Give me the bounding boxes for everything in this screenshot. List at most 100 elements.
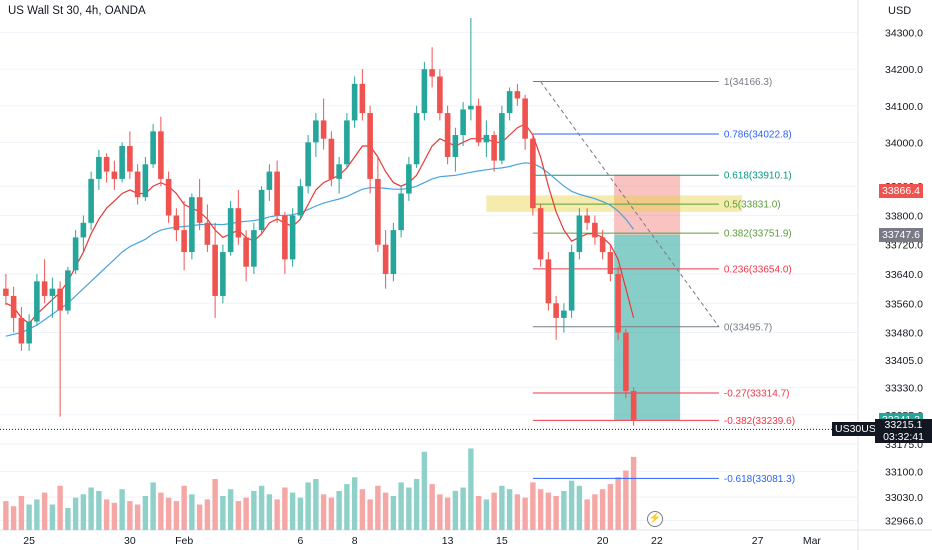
candle-body xyxy=(429,69,435,77)
candle xyxy=(398,186,404,238)
candle-body xyxy=(3,288,9,296)
time-tick-label: 30 xyxy=(124,535,136,547)
volume-bar xyxy=(336,490,342,530)
volume-bar xyxy=(18,496,25,530)
volume-bar xyxy=(26,504,32,530)
candle xyxy=(18,306,25,351)
candle xyxy=(103,153,110,183)
volume-bar xyxy=(57,485,63,530)
candle xyxy=(96,149,102,190)
volume-bar xyxy=(615,477,621,530)
volume-bar xyxy=(34,499,40,530)
candle-body xyxy=(41,281,48,296)
volume-bar xyxy=(553,496,559,530)
candle-body xyxy=(34,281,40,322)
volume-bar xyxy=(483,499,490,530)
volume-bar xyxy=(96,490,102,530)
candle-body xyxy=(313,120,319,143)
candle-body xyxy=(10,295,17,318)
fib-label: 0.382(33751.9) xyxy=(724,229,792,240)
volume-bar xyxy=(328,497,335,530)
candle-body xyxy=(499,113,505,161)
volume-bar xyxy=(607,484,614,530)
candle-body xyxy=(328,138,335,179)
fib-label: -0.618(33081.3) xyxy=(724,474,795,485)
candle xyxy=(375,156,381,253)
volume-bar xyxy=(320,494,327,530)
fib-label: -0.27(33314.7) xyxy=(724,388,790,399)
candle xyxy=(243,230,249,282)
candle-body xyxy=(235,208,242,238)
time-tick-label: 20 xyxy=(597,535,609,547)
candle xyxy=(305,135,311,194)
volume-bar xyxy=(444,497,451,530)
candle xyxy=(406,156,412,201)
volume-bar xyxy=(220,496,226,530)
candle-body xyxy=(142,164,149,198)
candle xyxy=(142,156,149,201)
time-tick-label: 15 xyxy=(496,535,508,547)
volume-bar xyxy=(452,490,459,530)
candle xyxy=(599,230,606,260)
candle xyxy=(545,252,552,311)
candle-body xyxy=(72,237,79,271)
candle xyxy=(65,266,71,315)
candle-body xyxy=(243,237,249,267)
candle-body xyxy=(421,69,428,114)
fib-label: -0.382(33239.6) xyxy=(724,416,795,427)
time-tick-label: 13 xyxy=(442,535,454,547)
candle-body xyxy=(49,288,56,296)
candle xyxy=(49,277,56,318)
lightning-icon[interactable]: ⚡ xyxy=(647,511,663,527)
candle xyxy=(189,193,195,260)
candle xyxy=(615,266,621,340)
candle xyxy=(235,189,242,245)
candle xyxy=(204,204,211,253)
fib-label: 0.618(33910.1) xyxy=(724,171,792,182)
candle-body xyxy=(80,222,87,238)
candle xyxy=(320,98,327,150)
price-tick-label: 33330.0 xyxy=(885,382,923,394)
volume-bar xyxy=(80,494,87,530)
candle-body xyxy=(18,317,25,344)
candle xyxy=(499,105,505,165)
candle-body xyxy=(181,230,187,253)
volume-bar xyxy=(530,482,536,530)
candle xyxy=(289,208,296,267)
candle-body xyxy=(258,189,265,231)
candle xyxy=(421,61,428,121)
candles xyxy=(0,18,858,430)
candle xyxy=(553,295,559,340)
candle xyxy=(328,131,335,187)
volume-bar xyxy=(460,487,466,530)
candle-body xyxy=(568,252,575,311)
volume-bar xyxy=(630,456,637,530)
price-tick-label: 34000.0 xyxy=(885,137,923,149)
volume-bar xyxy=(537,489,544,530)
candle xyxy=(444,105,451,165)
candle xyxy=(460,102,466,146)
candle-body xyxy=(150,131,156,165)
candle-body xyxy=(553,303,559,318)
candle-body xyxy=(111,171,118,179)
candle-body xyxy=(359,83,366,114)
candle xyxy=(537,204,544,267)
candle xyxy=(134,164,141,205)
candle xyxy=(390,222,397,282)
volume-bar xyxy=(189,494,195,530)
volume-bar xyxy=(289,492,296,530)
volume-bar xyxy=(251,490,257,530)
fib-trendline xyxy=(540,81,720,328)
volume-bar xyxy=(475,496,482,530)
candle-body xyxy=(545,259,552,304)
volume-bar xyxy=(235,501,242,530)
volume-bar xyxy=(111,502,118,530)
time-tick-label: 6 xyxy=(297,535,303,547)
candle xyxy=(282,211,288,274)
fib-label: 0.236(33654.0) xyxy=(724,264,792,275)
volume-bar xyxy=(382,492,389,530)
time-axis: 25 30 Feb 6 8 13 15 20 22 27 Mar xyxy=(23,535,821,547)
candle-body xyxy=(592,222,598,238)
candle-body xyxy=(26,321,32,344)
